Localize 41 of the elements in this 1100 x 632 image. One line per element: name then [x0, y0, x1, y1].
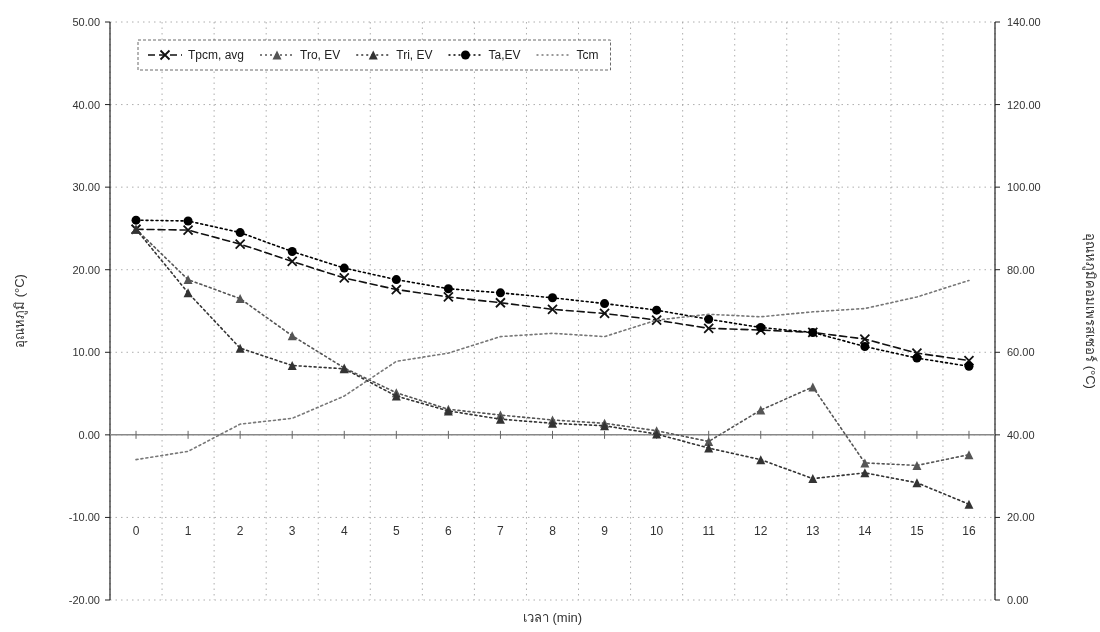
x-tick-label: 11 [702, 523, 716, 538]
y-tick-label: 40.00 [72, 98, 100, 111]
x-tick-label: 2 [236, 523, 244, 538]
x-tick-label: 0 [132, 523, 140, 538]
x-tick-label: 14 [858, 523, 872, 538]
x-tick-label: 6 [445, 523, 453, 538]
x-tick-label: 12 [754, 523, 768, 538]
y-tick-label: 0.00 [78, 428, 100, 441]
y2-tick-label: 100.00 [1007, 181, 1041, 194]
y2-axis-title: อุณหภูมิคอมเพรสเซอร์ (°C) [1082, 233, 1098, 389]
x-tick-label: 8 [549, 523, 557, 538]
y-tick-label: 50.00 [72, 16, 100, 28]
x-axis-title: เวลา (min) [522, 610, 583, 625]
x-tick-label: 13 [806, 523, 820, 538]
legend-label: Tpcm, avg [188, 48, 245, 62]
y-tick-label: -10.00 [68, 511, 100, 524]
x-tick-label: 3 [288, 523, 296, 538]
y-tick-label: 30.00 [72, 181, 100, 194]
x-tick-label: 4 [340, 523, 348, 538]
x-tick-label: 16 [962, 523, 976, 538]
legend-label: Tcm [576, 48, 599, 62]
x-tick-label: 7 [497, 523, 505, 538]
y2-tick-label: 120.00 [1007, 98, 1041, 111]
y2-tick-label: 40.00 [1007, 428, 1035, 441]
y-tick-label: -20.00 [68, 594, 100, 606]
legend-label: Tri, EV [396, 48, 433, 62]
y2-tick-label: 20.00 [1007, 511, 1035, 524]
x-tick-label: 15 [910, 523, 924, 538]
y2-tick-label: 140.00 [1007, 16, 1041, 28]
y2-tick-label: 60.00 [1007, 346, 1035, 359]
y2-tick-label: 0.00 [1007, 594, 1029, 606]
y-tick-label: 10.00 [72, 346, 100, 359]
y-axis-title: อุณหภูมิ (°C) [12, 274, 28, 348]
legend-label: Tro, EV [300, 48, 341, 62]
legend-label: Ta,EV [488, 48, 521, 62]
x-tick-label: 1 [184, 523, 192, 538]
y2-tick-label: 80.00 [1007, 263, 1035, 276]
x-tick-label: 5 [392, 523, 400, 538]
x-tick-label: 10 [649, 523, 664, 538]
y-tick-label: 20.00 [72, 263, 100, 276]
x-tick-label: 9 [601, 523, 609, 538]
